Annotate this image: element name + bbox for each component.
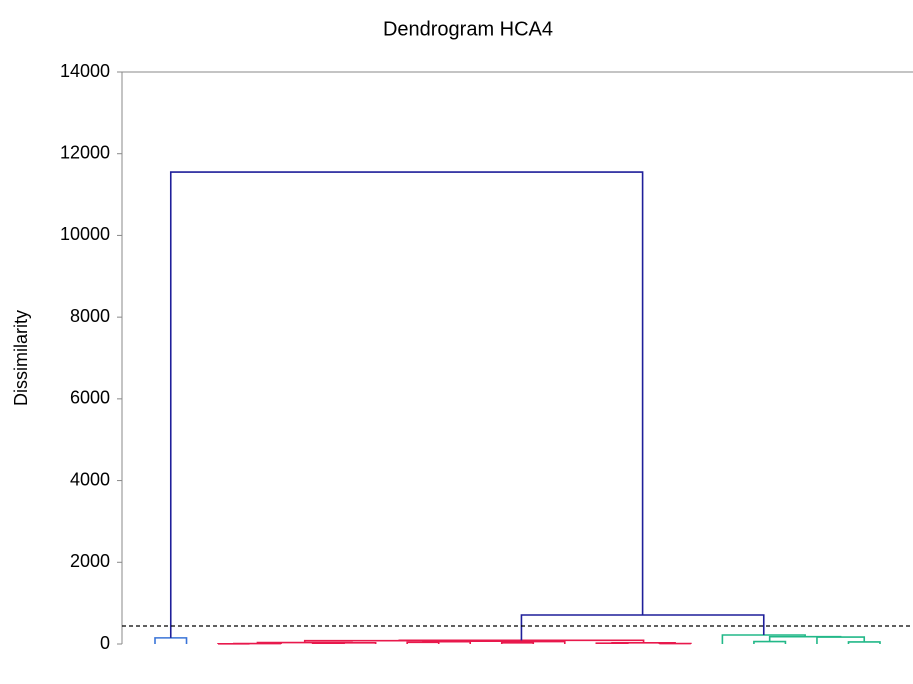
- y-tick-label: 6000: [70, 388, 110, 408]
- y-tick-label: 0: [100, 633, 110, 653]
- y-tick-label: 10000: [60, 224, 110, 244]
- dendrogram-link: [169, 171, 644, 638]
- dendrogram-link: [753, 640, 787, 644]
- dendrogram-link: [595, 642, 629, 644]
- dendrogram-link: [611, 641, 676, 644]
- y-tick-label: 4000: [70, 469, 110, 489]
- dendrogram-link: [154, 637, 188, 644]
- dendrogram-link: [500, 641, 535, 644]
- y-tick-label: 14000: [60, 61, 110, 81]
- y-tick-label: 12000: [60, 142, 110, 162]
- dendrogram-link: [816, 636, 866, 644]
- dendrogram-link: [847, 641, 881, 644]
- chart-title: Dendrogram HCA4: [383, 18, 553, 40]
- dendrogram-link: [520, 614, 765, 641]
- dendrogram-link: [516, 640, 566, 644]
- dendrogram-link: [422, 640, 472, 644]
- y-tick-label: 2000: [70, 551, 110, 571]
- dendrogram-link: [406, 641, 440, 644]
- y-axis-label: Dissimilarity: [11, 310, 31, 406]
- dendrogram-link: [768, 635, 842, 642]
- y-tick-label: 8000: [70, 306, 110, 326]
- dendrogram-link: [398, 639, 645, 643]
